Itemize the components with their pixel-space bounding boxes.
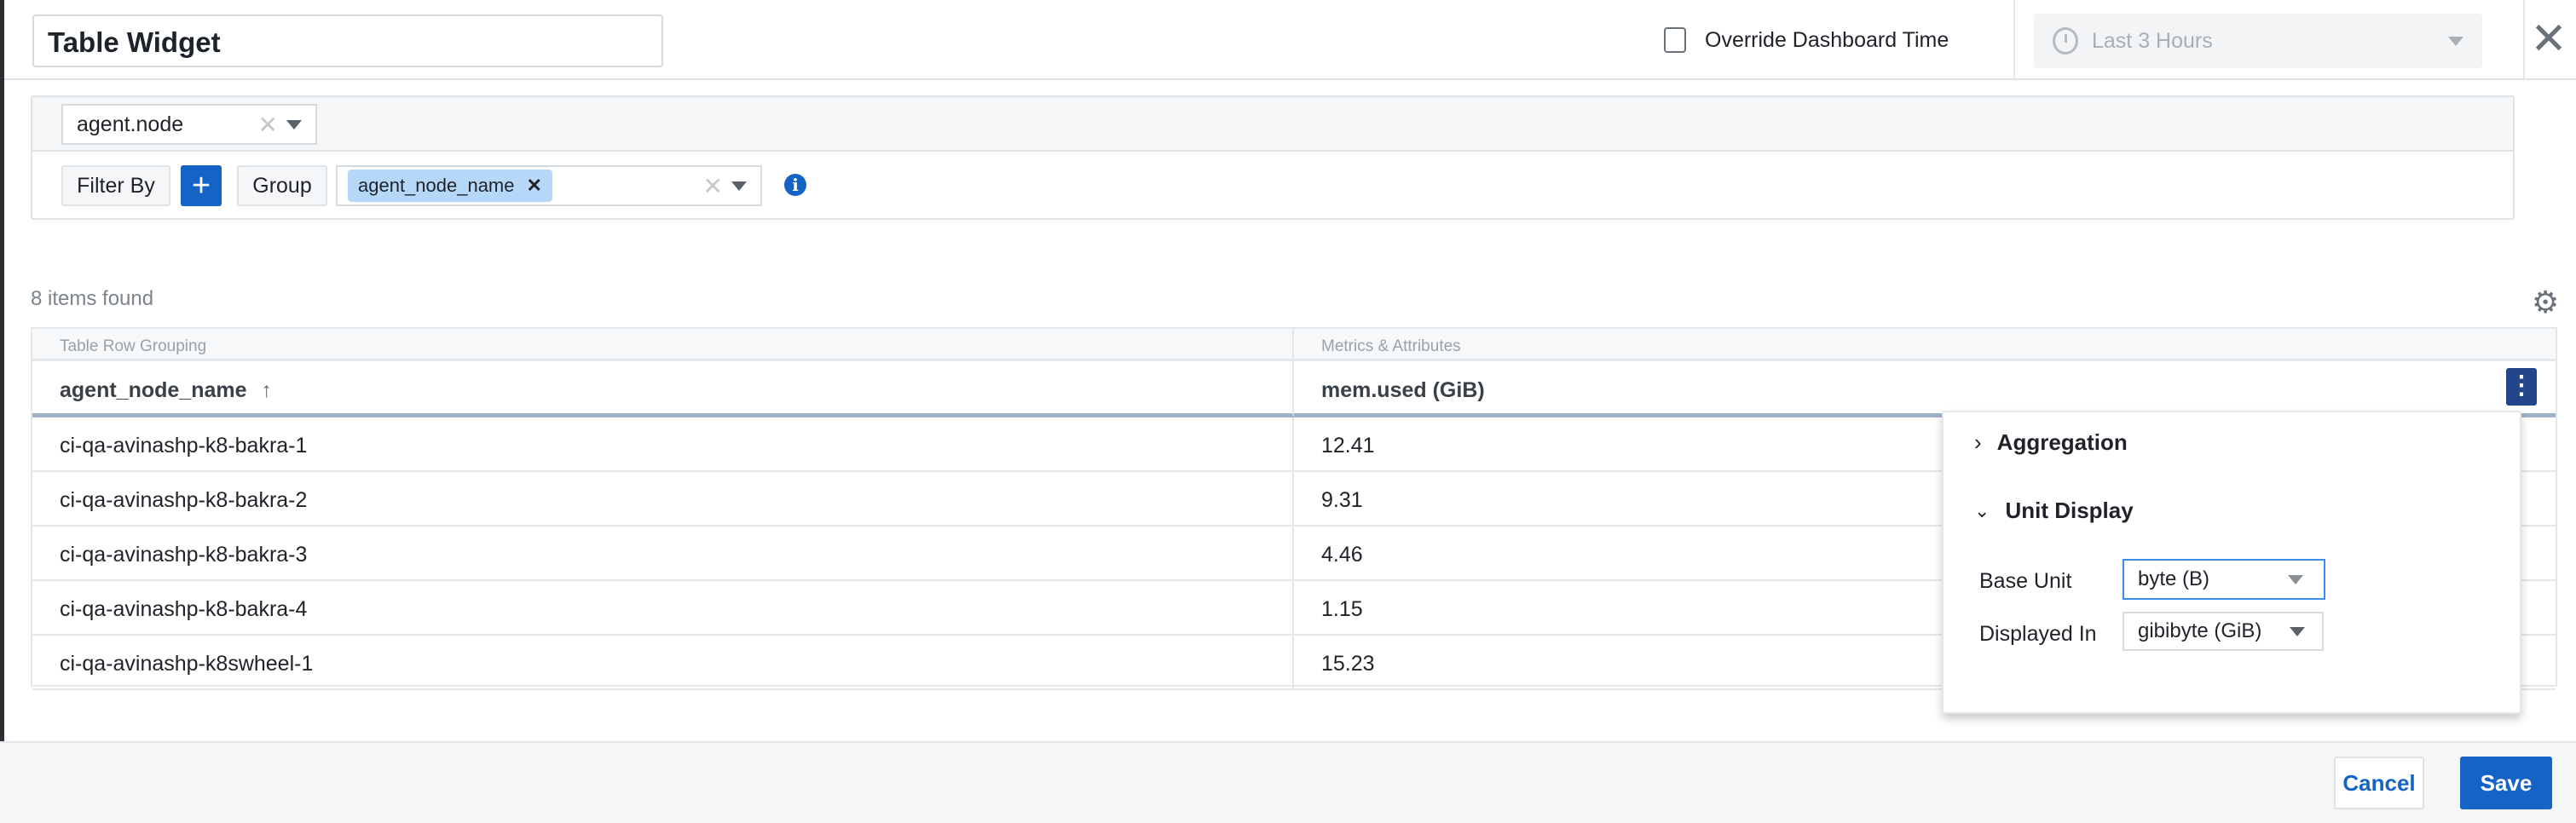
cell-agent-node-name: ci-qa-avinashp-k8swheel-1 bbox=[32, 636, 1294, 690]
group-header-metrics: Metrics & Attributes bbox=[1294, 329, 2556, 361]
time-range-select[interactable]: Last 3 Hours bbox=[2034, 14, 2482, 68]
query-panel: agent.node ✕ Filter By + Group agent_nod… bbox=[31, 95, 2515, 220]
save-button[interactable]: Save bbox=[2460, 757, 2552, 809]
add-filter-button[interactable]: + bbox=[181, 165, 222, 206]
column-header-agent-node-name[interactable]: agent_node_name ↑ bbox=[32, 361, 1294, 417]
group-chip-label: agent_node_name bbox=[358, 175, 515, 196]
unit-display-label: Unit Display bbox=[2005, 498, 2134, 523]
aggregation-section-toggle[interactable]: › Aggregation bbox=[1974, 429, 2128, 456]
divider bbox=[2013, 0, 2015, 80]
override-label: Override Dashboard Time bbox=[1705, 27, 1949, 52]
group-chip: agent_node_name ✕ bbox=[348, 170, 552, 202]
aggregation-label: Aggregation bbox=[1996, 429, 2128, 455]
object-select[interactable]: agent.node ✕ bbox=[61, 104, 317, 145]
footer-bar bbox=[0, 741, 2576, 823]
displayed-in-select[interactable]: gibibyte (GiB) bbox=[2123, 612, 2324, 651]
column-header-mem-used[interactable]: mem.used (GiB) bbox=[1294, 361, 2556, 417]
results-count: 8 items found bbox=[31, 287, 154, 310]
cell-agent-node-name: ci-qa-avinashp-k8-bakra-2 bbox=[32, 472, 1294, 527]
results-table: Table Row Grouping Metrics & Attributes … bbox=[31, 327, 2557, 690]
displayed-in-value: gibibyte (GiB) bbox=[2138, 619, 2262, 642]
unit-display-section-toggle[interactable]: ⌄ Unit Display bbox=[1974, 498, 2134, 524]
cell-mem-used: 15.23 bbox=[1294, 636, 2556, 690]
override-checkbox[interactable] bbox=[1664, 27, 1686, 53]
base-unit-label: Base Unit bbox=[1979, 569, 2072, 593]
clear-icon[interactable]: ✕ bbox=[257, 111, 278, 138]
displayed-in-label: Displayed In bbox=[1979, 622, 2097, 646]
cell-mem-used: 4.46 bbox=[1294, 527, 2556, 581]
chevron-down-icon bbox=[2288, 574, 2303, 584]
sort-ascending-icon[interactable]: ↑ bbox=[261, 378, 272, 402]
close-icon[interactable]: ✕ bbox=[2530, 14, 2567, 64]
base-unit-value: byte (B) bbox=[2138, 567, 2210, 590]
remove-chip-icon[interactable]: ✕ bbox=[526, 175, 542, 196]
info-icon[interactable]: i bbox=[784, 174, 806, 196]
group-select[interactable]: agent_node_name ✕ ✕ bbox=[336, 165, 762, 206]
group-button[interactable]: Group bbox=[237, 165, 327, 206]
widget-title-input[interactable]: Table Widget bbox=[32, 14, 663, 67]
object-value: agent.node bbox=[77, 112, 184, 136]
clock-icon bbox=[2053, 27, 2078, 55]
table-row[interactable]: ci-qa-avinashp-k8-bakra-4 1.15 bbox=[32, 581, 2556, 636]
chevron-down-icon[interactable] bbox=[731, 181, 747, 191]
column-options-popover: › Aggregation ⌄ Unit Display Base Unit b… bbox=[1942, 411, 2521, 714]
background-edge bbox=[0, 0, 4, 823]
chevron-down-icon[interactable] bbox=[286, 119, 302, 129]
chevron-down-icon bbox=[2448, 36, 2463, 46]
widget-header bbox=[4, 0, 2576, 80]
table-row[interactable]: ci-qa-avinashp-k8-bakra-1 12.41 bbox=[32, 417, 2556, 472]
column-label: agent_node_name bbox=[60, 378, 247, 402]
cell-mem-used: 1.15 bbox=[1294, 581, 2556, 636]
gear-icon[interactable]: ⚙ bbox=[2532, 285, 2560, 319]
cell-mem-used: 9.31 bbox=[1294, 472, 2556, 527]
divider bbox=[2523, 0, 2525, 80]
base-unit-select[interactable]: byte (B) bbox=[2123, 559, 2325, 600]
table-body: ci-qa-avinashp-k8-bakra-1 12.41 ci-qa-avin… bbox=[32, 417, 2556, 690]
column-menu-button[interactable]: ⋮ bbox=[2506, 368, 2537, 406]
filter-by-button[interactable]: Filter By bbox=[61, 165, 170, 206]
cell-agent-node-name: ci-qa-avinashp-k8-bakra-3 bbox=[32, 527, 1294, 581]
chevron-right-icon: › bbox=[1974, 429, 1982, 455]
cell-agent-node-name: ci-qa-avinashp-k8-bakra-4 bbox=[32, 581, 1294, 636]
chevron-down-icon: ⌄ bbox=[1974, 499, 1990, 521]
query-object-row bbox=[32, 97, 2513, 152]
cell-mem-used: 12.41 bbox=[1294, 417, 2556, 472]
table-row[interactable]: ci-qa-avinashp-k8-bakra-2 9.31 bbox=[32, 472, 2556, 527]
table-row[interactable]: ci-qa-avinashp-k8-bakra-3 4.46 bbox=[32, 527, 2556, 581]
group-header-row-grouping: Table Row Grouping bbox=[32, 329, 1294, 361]
cell-agent-node-name: ci-qa-avinashp-k8-bakra-1 bbox=[32, 417, 1294, 472]
table-row[interactable]: ci-qa-avinashp-k8swheel-1 15.23 bbox=[32, 636, 2556, 690]
time-range-value: Last 3 Hours bbox=[2092, 28, 2213, 53]
cancel-button[interactable]: Cancel bbox=[2334, 757, 2424, 809]
clear-icon[interactable]: ✕ bbox=[702, 172, 723, 199]
chevron-down-icon bbox=[2290, 626, 2305, 636]
override-dashboard-time[interactable]: Override Dashboard Time bbox=[1664, 27, 1949, 53]
